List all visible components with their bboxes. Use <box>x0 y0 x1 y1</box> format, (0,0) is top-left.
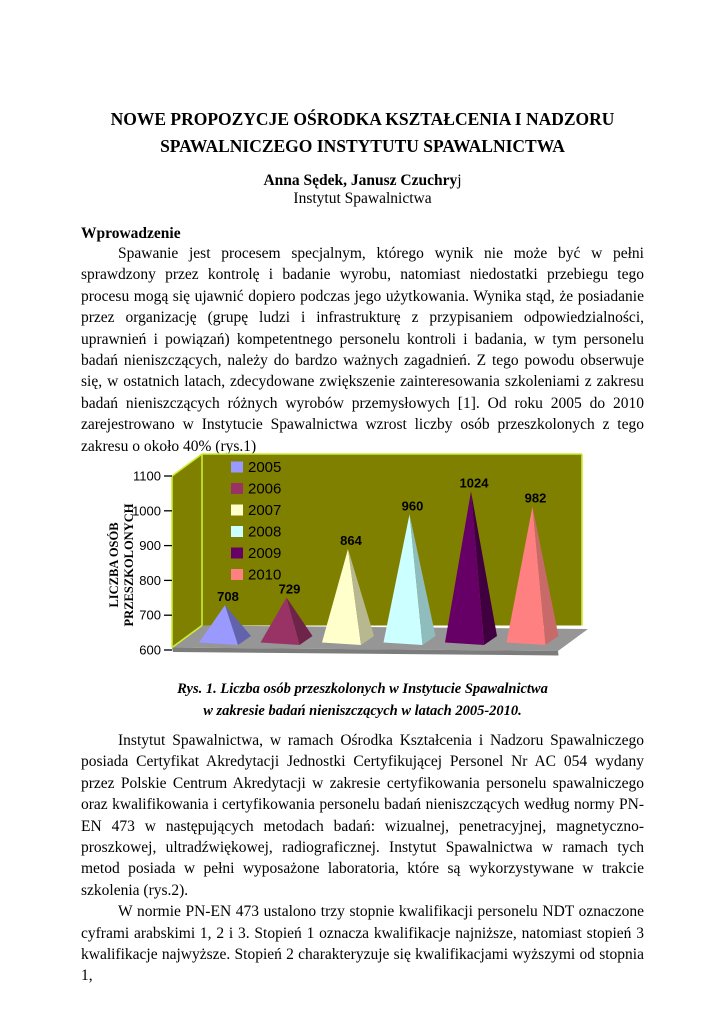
authors-line: Anna Sędek, Janusz Czuchryj <box>0 172 725 190</box>
legend-label-2007: 2007 <box>248 502 281 519</box>
caption-line2: w zakresie badań nieniszczących w latach… <box>203 703 522 719</box>
authors-suffix: j <box>457 172 462 189</box>
data-label-2009: 1024 <box>460 475 490 490</box>
paper-title: NOWE PROPOZYCJE OŚRODKA KSZTAŁCENIA I NA… <box>0 106 725 160</box>
paragraph-norm: W normie PN-EN 473 ustalono trzy stopnie… <box>81 903 644 985</box>
pyramid-side-2006 <box>286 597 313 645</box>
y-tick-label: 900 <box>139 538 161 553</box>
y-tick-label: 600 <box>139 643 161 658</box>
wall-edge-bottom-left-diagonal <box>171 624 203 649</box>
pyramid-side-2009 <box>471 491 497 645</box>
y-axis-title-line2: PRZESZKOLONYCH <box>122 503 136 626</box>
legend-label-2008: 2008 <box>248 524 281 541</box>
legend-label-2006: 2006 <box>248 481 281 498</box>
caption-line1: Rys. 1. Liczba osób przeszkolonych w Ins… <box>177 681 548 697</box>
legend-swatch-2006 <box>231 483 243 494</box>
y-tick-label: 1000 <box>132 503 161 518</box>
pyramid-side-2007 <box>348 548 374 645</box>
paper-title-line2: SPAWALNICZEGO INSTYTUTU SPAWALNICTWA <box>160 136 565 156</box>
pyramid-side-2008 <box>409 514 436 645</box>
pyramid-front-2008 <box>383 514 423 645</box>
pyramid-side-2005 <box>225 605 251 645</box>
legend-label-2010: 2010 <box>248 567 281 584</box>
paragraph-certification: Instytut Spawalnictwa, w ramach Ośrodka … <box>81 732 644 899</box>
legend-swatch-2005 <box>231 461 243 473</box>
y-tick-label: 700 <box>139 608 161 623</box>
legend-swatch-2010 <box>231 569 243 580</box>
pyramid-side-2010 <box>532 506 559 645</box>
data-label-2007: 864 <box>340 533 362 548</box>
body-text: Instytut Spawalnictwa, w ramach Ośrodka … <box>81 730 644 987</box>
affiliation: Instytut Spawalnictwa <box>293 190 432 207</box>
figure-1-caption: Rys. 1. Liczba osób przeszkolonych w Ins… <box>0 678 725 722</box>
y-tick-label: 1100 <box>133 469 161 484</box>
y-tick-label: 800 <box>139 573 161 588</box>
authors-names: Anna Sędek, Janusz Czuchry <box>263 172 458 189</box>
data-label-2008: 960 <box>402 498 424 513</box>
data-label-2005: 708 <box>217 589 239 604</box>
data-label-2010: 982 <box>525 490 547 505</box>
legend-label-2005: 2005 <box>248 459 281 476</box>
paper-title-line1: NOWE PROPOZYCJE OŚRODKA KSZTAŁCENIA I NA… <box>110 109 615 129</box>
legend-swatch-2007 <box>231 504 243 516</box>
data-label-2006: 729 <box>279 582 301 597</box>
chart-side-wall <box>172 454 202 648</box>
pyramid-front-2009 <box>445 491 484 645</box>
section-heading-wprowadzenie: Wprowadzenie <box>81 225 181 242</box>
y-axis-title-line1: LICZBA OSÓB <box>107 522 121 607</box>
chart-floor-front-edge <box>172 647 559 656</box>
legend-label-2009: 2009 <box>248 545 281 562</box>
legend-swatch-2009 <box>231 547 243 559</box>
paragraph-intro: Spawanie jest procesem specjalnym, które… <box>81 245 644 455</box>
legend-swatch-2008 <box>231 526 243 537</box>
wall-edge-top-left-diagonal <box>171 453 203 477</box>
figure-1-chart: 600 700 800 900 1000 1100 LICZBA OSÓB PRZESZKOL… <box>107 453 588 658</box>
pyramid-front-2007 <box>322 548 361 645</box>
